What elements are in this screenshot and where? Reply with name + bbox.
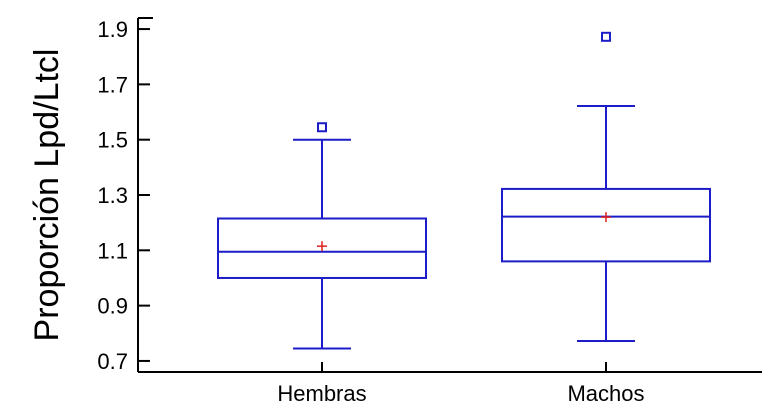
iqr-box xyxy=(501,187,711,263)
y-axis-ticks: 0.7 0.9 1.1 1.3 1.5 1.7 1.9 xyxy=(97,17,607,374)
y-tick-label: 1.7 xyxy=(97,72,128,97)
y-tick-label: 1.3 xyxy=(97,183,128,208)
box-hembras xyxy=(217,122,427,350)
y-tick-label: 1.9 xyxy=(97,17,128,42)
outlier-point xyxy=(601,31,611,42)
outlier-point xyxy=(317,122,327,133)
y-axis-title: Proporción Lpd/Ltcl xyxy=(28,49,66,342)
y-tick-label: 0.7 xyxy=(97,349,128,374)
y-tick-label: 1.5 xyxy=(97,128,128,153)
x-tick-label: Hembras xyxy=(277,381,366,405)
x-axis-labels: Hembras Machos xyxy=(277,381,644,405)
box-machos xyxy=(501,31,711,343)
x-tick-label: Machos xyxy=(567,381,644,405)
axes xyxy=(137,17,762,373)
boxes xyxy=(217,31,711,350)
y-tick-label: 0.9 xyxy=(97,294,128,319)
y-tick-label: 1.1 xyxy=(97,238,128,263)
